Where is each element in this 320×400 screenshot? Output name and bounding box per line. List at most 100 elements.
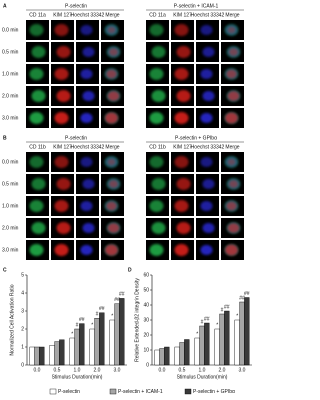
row-label: 2.0 min [2, 225, 19, 231]
x-axis-label: Stimulus Duration(min) [177, 374, 228, 380]
row-label: 3.0 min [2, 115, 19, 121]
cell-signal [176, 46, 191, 58]
bar [184, 339, 190, 366]
bar [179, 342, 185, 366]
row-label: 0.5 min [2, 49, 19, 55]
cell-signal [200, 68, 213, 80]
cell-signal [107, 91, 120, 101]
panel-label: D [128, 267, 132, 273]
cell-signal [54, 68, 69, 80]
cell-signal [108, 180, 119, 188]
cell-signal [202, 178, 215, 190]
bar [159, 348, 165, 366]
cell-signal [200, 200, 213, 212]
bar [244, 297, 250, 366]
channel-label: CD 11b [29, 144, 46, 150]
channel-label: CD 11b [149, 144, 166, 150]
cell-signal [106, 201, 117, 211]
cell-signal [174, 24, 189, 36]
bar [109, 319, 115, 366]
bar [119, 298, 125, 366]
cell-signal [225, 112, 238, 124]
cell-signal [202, 46, 215, 58]
cell-signal [29, 200, 44, 212]
significance-mark: * [216, 322, 218, 328]
cell-signal [149, 156, 164, 168]
cell-signal [149, 244, 164, 256]
channel-label: Hoechst 33342 [71, 12, 105, 18]
cell-signal [82, 178, 95, 190]
y-tick-label: 1 [21, 344, 24, 350]
cell-signal [107, 158, 116, 166]
cell-signal [29, 68, 44, 80]
row-label: 2.0 min [2, 93, 19, 99]
cell-signal [31, 90, 46, 102]
cell-signal [56, 178, 71, 190]
row-label: 3.0 min [2, 247, 19, 253]
cell-signal [227, 223, 240, 233]
cell-signal [200, 24, 213, 36]
channel-label: Merge [225, 144, 239, 150]
bar [59, 339, 65, 366]
channel-label: Merge [225, 12, 239, 18]
cell-signal [149, 200, 164, 212]
significance-mark: # [201, 319, 204, 325]
significance-mark: ## [224, 304, 230, 310]
cell-signal [106, 69, 117, 79]
cell-signal [176, 90, 191, 102]
cell-signal [228, 48, 239, 56]
significance-mark: ## [99, 306, 105, 312]
cell-signal [200, 156, 213, 168]
y-tick-label: 0 [21, 362, 24, 368]
cell-signal [200, 244, 213, 256]
cell-signal [151, 90, 166, 102]
bar [89, 328, 95, 366]
cell-signal [29, 156, 44, 168]
cell-signal [80, 68, 93, 80]
bar [174, 346, 180, 366]
bar [234, 319, 240, 366]
cell-signal [31, 178, 46, 190]
channel-label: KIM 127 [53, 144, 72, 150]
cell-signal [149, 112, 164, 124]
channel-label: Merge [105, 12, 119, 18]
cell-signal [56, 222, 71, 234]
cell-signal [226, 69, 237, 79]
bar [219, 313, 225, 366]
legend-label: P-selectin + GPIbα [193, 389, 235, 395]
x-tick-label: 2.0 [219, 367, 226, 373]
panel-label: B [3, 135, 7, 141]
cell-signal [80, 156, 93, 168]
group-title: P-selectin [65, 135, 87, 141]
channel-label: Merge [105, 144, 119, 150]
x-tick-label: 0.0 [34, 367, 41, 373]
bar [94, 318, 100, 366]
row-label: 1.0 min [2, 203, 19, 209]
bar [154, 349, 160, 366]
bar [239, 301, 245, 366]
cell-signal [31, 46, 46, 58]
significance-mark: * [91, 322, 93, 328]
significance-mark: ## [79, 317, 85, 323]
bar [74, 328, 80, 366]
y-tick-label: 2 [21, 326, 24, 332]
y-tick-label: 50 [143, 287, 149, 293]
legend-label: P-selectin [58, 389, 80, 395]
bar [114, 303, 120, 366]
y-tick-label: 40 [143, 302, 149, 308]
x-tick-label: 0.5 [179, 367, 186, 373]
cell-signal [31, 222, 46, 234]
significance-mark: * [196, 331, 198, 337]
cell-signal [107, 26, 116, 34]
y-tick-label: 60 [143, 272, 149, 278]
bar [224, 310, 230, 366]
cell-signal [54, 112, 69, 124]
cell-signal [80, 112, 93, 124]
cell-signal [176, 222, 191, 234]
cell-signal [54, 24, 69, 36]
cell-signal [151, 178, 166, 190]
significance-mark: ## [239, 295, 245, 301]
channel-label: Hoechst 33342 [71, 144, 105, 150]
significance-mark: ## [119, 292, 125, 298]
cell-signal [80, 24, 93, 36]
